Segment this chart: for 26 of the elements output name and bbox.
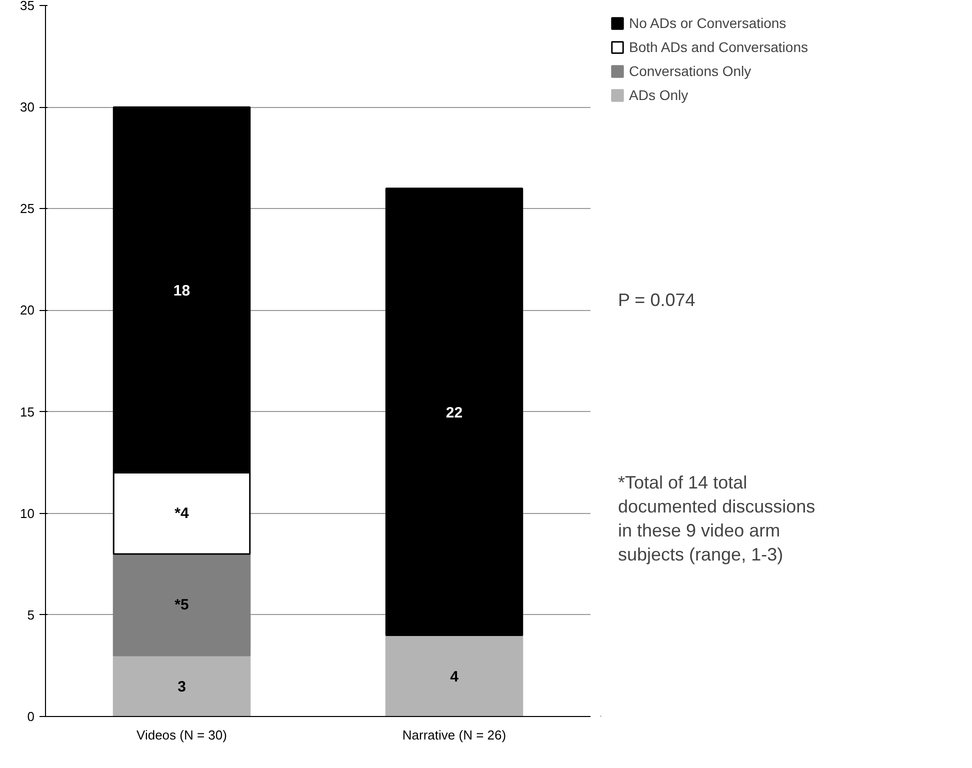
legend-label: Conversations Only — [629, 63, 752, 79]
legend-label: No ADs or Conversations — [629, 15, 786, 31]
bar — [385, 634, 524, 716]
y-tick-label: 20 — [20, 302, 35, 318]
data-label: 22 — [446, 404, 463, 422]
text: P = 0.074 — [618, 290, 696, 310]
data-label: *4 — [174, 504, 190, 522]
bar — [385, 188, 524, 636]
y-tick-label: 0 — [27, 709, 35, 724]
bar — [112, 553, 251, 656]
y-tick-label: 5 — [27, 607, 35, 622]
x-tick-label: Videos (N = 30) — [136, 728, 227, 742]
bar — [112, 654, 251, 716]
data-label: 3 — [178, 678, 186, 696]
y-tick-label: 30 — [20, 100, 35, 115]
y-tick-label: 15 — [20, 404, 35, 420]
y-tick-label: 25 — [20, 201, 35, 216]
data-label: 18 — [173, 282, 190, 300]
y-tick-label: 35 — [20, 0, 35, 13]
text: *Total of 14 total documented discussions in these 9 video arm subjects (range, 1-3) — [618, 472, 816, 565]
data-label: *5 — [174, 596, 189, 614]
x-tick-label: Narrative (N = 26) — [402, 728, 506, 742]
y-tick-label: 10 — [20, 506, 35, 521]
legend-label: Both ADs and Conversations — [629, 39, 808, 55]
data-label: 4 — [450, 668, 460, 686]
legend-label: ADs Only — [629, 87, 688, 103]
